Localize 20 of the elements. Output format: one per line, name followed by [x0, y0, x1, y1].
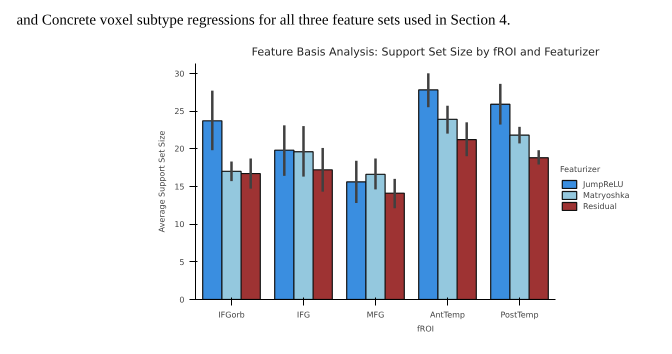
x-tick-label: MFG: [366, 310, 384, 320]
x-tick-label: IFGorb: [218, 310, 245, 320]
y-tick-label: 5: [179, 258, 185, 267]
legend-title: Featurizer: [560, 165, 602, 174]
text: and Concrete voxel subtype regressions for all three feature sets used in Section 4.: [16, 12, 511, 28]
x-tick-label: IFG: [296, 310, 310, 320]
legend-label: Residual: [583, 201, 617, 211]
legend-label: Matryoshka: [583, 190, 630, 200]
y-axis-title: Average Support Set Size: [157, 130, 166, 232]
x-tick-label: AntTemp: [430, 310, 465, 320]
chart-title: Feature Basis Analysis: Support Set Size by fROI and Featurizer: [252, 46, 600, 58]
y-tick-label: 20: [174, 144, 185, 154]
y-tick-label: 25: [174, 107, 185, 116]
x-axis-title: fROI: [416, 324, 434, 334]
y-tick-label: 30: [174, 69, 185, 78]
x-tick-label: PostTemp: [500, 310, 539, 320]
y-tick-label: 10: [174, 220, 185, 230]
legend-label: JumpReLU: [583, 179, 624, 189]
y-tick-label: 0: [179, 296, 185, 304]
y-tick-label: 15: [174, 182, 185, 192]
